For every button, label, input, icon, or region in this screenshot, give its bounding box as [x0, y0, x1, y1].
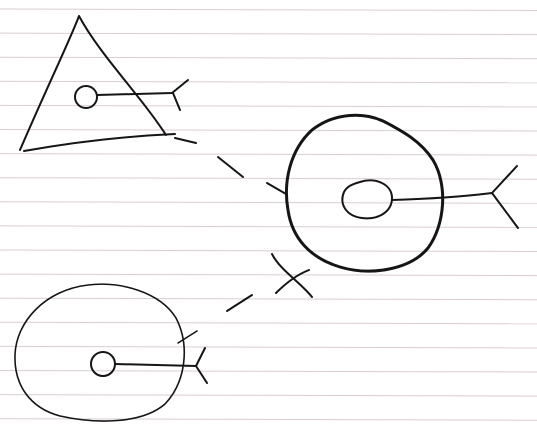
ruled-line [0, 129, 537, 132]
ruled-line [0, 249, 537, 252]
round-cell-thin-outline-nucleus [90, 351, 116, 377]
ruled-line [0, 153, 537, 156]
round-cell-thick-outline [266, 113, 519, 273]
ruled-line [0, 201, 537, 204]
round-cell-thin-outline-dendrite [177, 330, 198, 344]
connection-dash-upper [174, 137, 244, 178]
triangle-cell [19, 15, 189, 152]
ruled-line [0, 321, 537, 325]
ruled-lines [0, 8, 537, 421]
ruled-line [0, 418, 537, 421]
triangle-cell-nucleus [74, 85, 98, 109]
triangle-cell-axon [96, 79, 189, 111]
round-cell-thick-outline-body [284, 113, 445, 273]
crossed-connection-mark [271, 253, 313, 298]
ruled-line [0, 225, 537, 228]
round-cell-thin-outline [14, 283, 208, 422]
ruled-line [0, 104, 537, 108]
round-cell-thin-outline-axon [114, 347, 208, 384]
ruled-line [0, 8, 537, 11]
round-cell-thin-outline-body [14, 283, 186, 422]
ruled-line [0, 32, 537, 36]
ruled-line [0, 177, 537, 180]
triangle-cell-outline [19, 15, 176, 152]
ruled-line [0, 56, 537, 60]
ruled-line [0, 345, 537, 349]
ruled-line [0, 273, 537, 277]
round-cell-thick-outline-axon [391, 165, 519, 229]
connection-dash-lower [226, 294, 253, 312]
round-cell-thick-outline-dendrite [266, 182, 287, 195]
round-cell-thick-outline-nucleus [341, 179, 393, 220]
ruled-line [0, 297, 537, 301]
ruled-line [0, 370, 537, 373]
ruled-line [0, 80, 537, 84]
ruled-line [0, 394, 537, 397]
